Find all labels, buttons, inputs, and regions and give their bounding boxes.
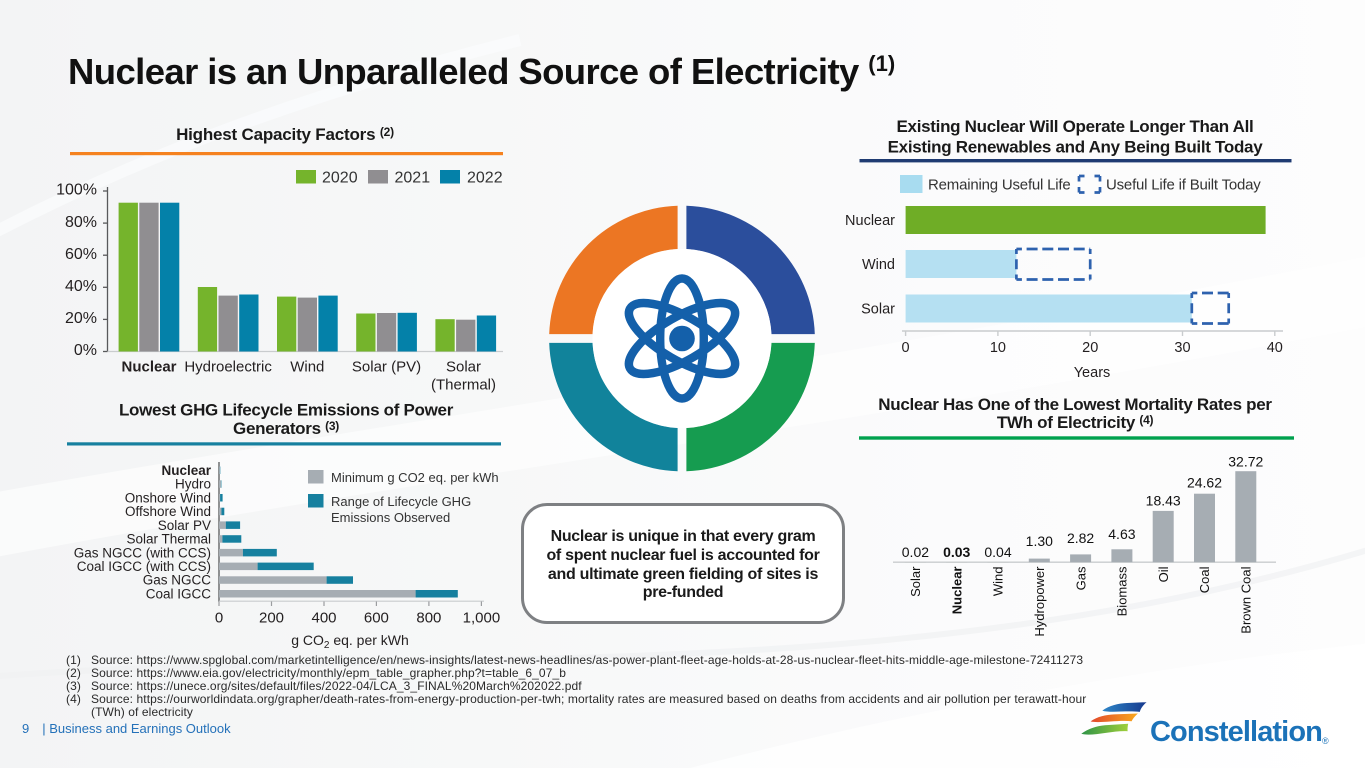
svg-text:Wind: Wind <box>290 359 324 376</box>
svg-text:Useful Life if Built Today: Useful Life if Built Today <box>1106 177 1261 194</box>
svg-text:800: 800 <box>416 610 441 627</box>
svg-text:Biomass: Biomass <box>1115 566 1130 616</box>
svg-text:0.02: 0.02 <box>902 544 929 560</box>
svg-text:30: 30 <box>1174 340 1190 356</box>
svg-text:20: 20 <box>1082 340 1098 356</box>
svg-text:600: 600 <box>364 610 389 627</box>
svg-text:Solar: Solar <box>446 359 481 376</box>
svg-text:2020: 2020 <box>322 170 358 187</box>
svg-text:Solar PV: Solar PV <box>158 518 211 533</box>
svg-text:1,000: 1,000 <box>463 610 501 627</box>
svg-text:Wind: Wind <box>991 567 1006 597</box>
svg-text:Coal: Coal <box>1197 566 1212 593</box>
svg-text:Onshore Wind: Onshore Wind <box>125 490 211 505</box>
svg-text:Coal IGCC (with CCS): Coal IGCC (with CCS) <box>77 559 211 574</box>
svg-text:Existing Nuclear Will Operate: Existing Nuclear Will Operate Longer Tha… <box>897 117 1254 136</box>
svg-text:400: 400 <box>311 610 336 627</box>
svg-text:Years: Years <box>1074 365 1111 381</box>
svg-text:Solar (PV): Solar (PV) <box>352 359 421 376</box>
svg-text:0.03: 0.03 <box>943 544 970 560</box>
svg-text:Nuclear: Nuclear <box>845 213 895 229</box>
svg-text:Highest Capacity Factors (2): Highest Capacity Factors (2) <box>176 125 394 144</box>
svg-text:2.82: 2.82 <box>1067 530 1094 546</box>
svg-text:Brown Coal: Brown Coal <box>1239 566 1254 633</box>
svg-text:Nuclear Has One of the Lowest: Nuclear Has One of the Lowest Mortality … <box>878 395 1272 414</box>
svg-text:0: 0 <box>902 340 910 356</box>
svg-text:g CO2 eq. per kWh: g CO2 eq. per kWh <box>291 632 409 651</box>
svg-text:200: 200 <box>259 610 284 627</box>
svg-text:40%: 40% <box>65 278 97 295</box>
svg-text:Coal IGCC: Coal IGCC <box>146 586 212 601</box>
svg-text:Solar: Solar <box>861 302 895 318</box>
svg-text:Gas: Gas <box>1073 566 1088 590</box>
svg-text:Hydroelectric: Hydroelectric <box>184 359 272 376</box>
svg-text:Nuclear: Nuclear <box>121 359 176 376</box>
svg-text:40: 40 <box>1267 340 1283 356</box>
svg-text:32.72: 32.72 <box>1228 454 1263 470</box>
svg-text:Gas NGCC: Gas NGCC <box>143 573 212 588</box>
svg-text:Minimum g CO2 eq. per kWh: Minimum g CO2 eq. per kWh <box>331 470 499 485</box>
svg-text:24.62: 24.62 <box>1187 475 1222 491</box>
svg-text:60%: 60% <box>65 246 97 263</box>
svg-text:Nuclear: Nuclear <box>161 463 211 478</box>
svg-text:80%: 80% <box>65 214 97 231</box>
svg-text:Range of Lifecycle GHG: Range of Lifecycle GHG <box>331 494 471 509</box>
svg-text:Solar: Solar <box>908 566 923 597</box>
svg-text:Generators (3): Generators (3) <box>233 419 339 438</box>
svg-text:Constellation: Constellation <box>1150 716 1322 748</box>
svg-text:®: ® <box>1322 736 1329 746</box>
svg-text:Offshore Wind: Offshore Wind <box>125 504 211 519</box>
svg-text:1.30: 1.30 <box>1026 533 1053 549</box>
svg-text:Lowest GHG Lifecycle Emissions: Lowest GHG Lifecycle Emissions of Power <box>119 401 454 420</box>
svg-text:20%: 20% <box>65 310 97 327</box>
svg-text:(Thermal): (Thermal) <box>431 377 496 394</box>
svg-text:4.63: 4.63 <box>1108 526 1135 542</box>
svg-text:2022: 2022 <box>467 170 503 187</box>
svg-text:Hydro: Hydro <box>175 477 211 492</box>
svg-text:0%: 0% <box>74 342 97 359</box>
svg-text:18.43: 18.43 <box>1146 493 1181 509</box>
svg-text:Hydropower: Hydropower <box>1032 566 1047 637</box>
svg-text:100%: 100% <box>56 182 97 199</box>
svg-text:0: 0 <box>215 610 223 627</box>
svg-text:10: 10 <box>990 340 1006 356</box>
svg-text:Oil: Oil <box>1156 566 1171 582</box>
svg-text:0.04: 0.04 <box>984 544 1011 560</box>
svg-text:Gas NGCC (with CCS): Gas NGCC (with CCS) <box>74 545 211 560</box>
svg-text:Remaining Useful Life: Remaining Useful Life <box>928 177 1071 194</box>
svg-text:2021: 2021 <box>395 170 431 187</box>
svg-text:Emissions Observed: Emissions Observed <box>331 510 450 525</box>
svg-text:Existing Renewables and Any Be: Existing Renewables and Any Being Built … <box>888 138 1264 157</box>
svg-text:Wind: Wind <box>862 257 895 273</box>
svg-text:TWh of Electricity (4): TWh of Electricity (4) <box>997 413 1154 432</box>
svg-text:Solar Thermal: Solar Thermal <box>126 532 211 547</box>
svg-text:Nuclear: Nuclear <box>949 567 964 615</box>
